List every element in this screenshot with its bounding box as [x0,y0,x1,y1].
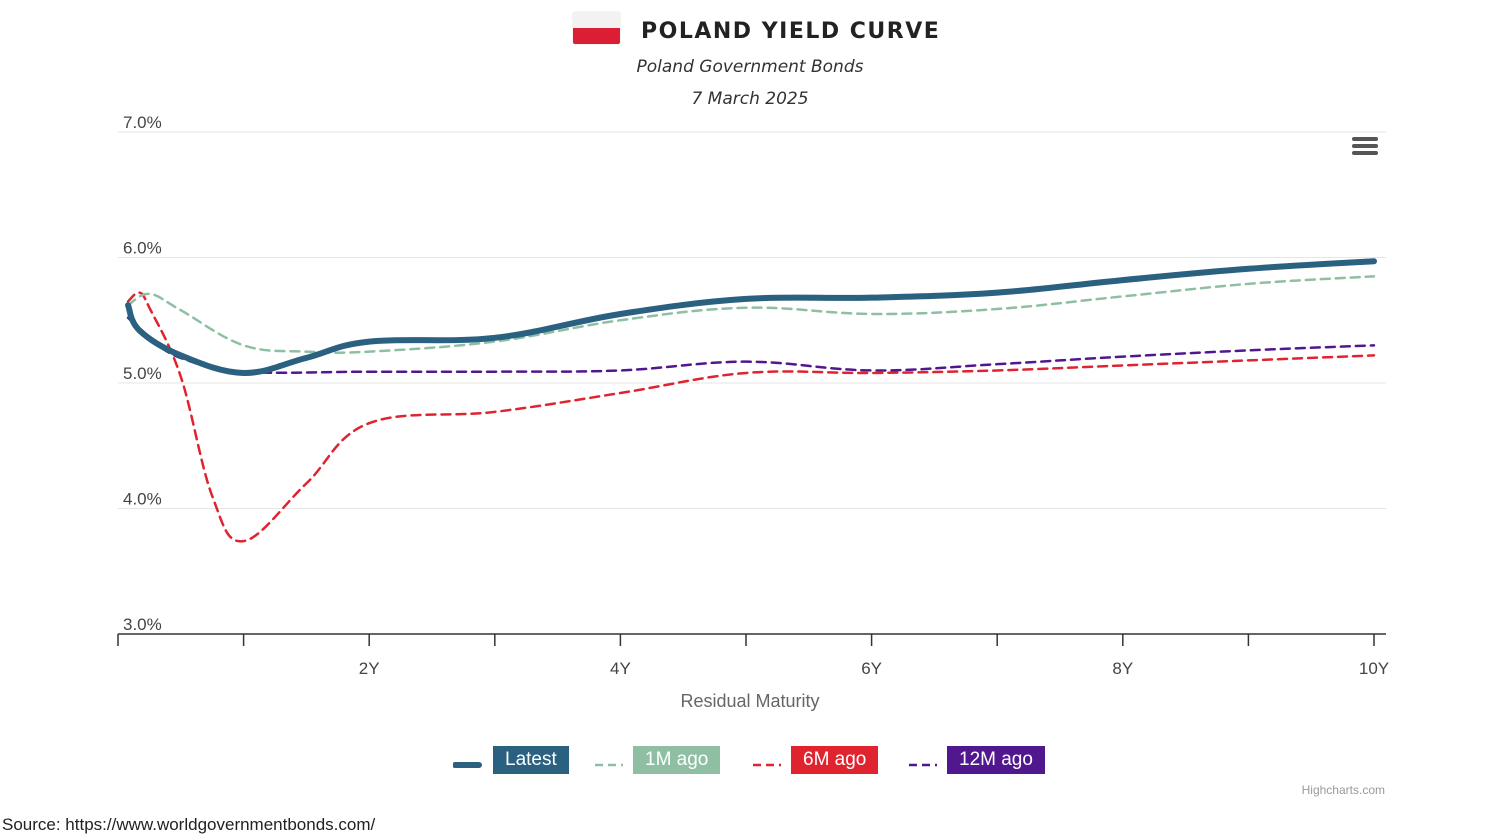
legend-symbol-1m [593,755,627,767]
y-tick-label: 7.0% [123,113,162,132]
chart-title: POLAND YIELD CURVE [641,19,941,44]
x-tick-label: 4Y [610,659,631,678]
chart-subtitle: Poland Government Bonds [636,57,864,77]
x-tick-label: 6Y [861,659,882,678]
legend-label-6m: 6M ago [791,746,879,774]
legend-item-12m[interactable]: 12M ago [907,746,1045,774]
legend-symbol-12m [907,755,941,767]
source-note: Source: https://www.worldgovernmentbonds… [2,815,376,834]
poland-flag-icon [573,12,620,44]
series-line-6m-ago[interactable] [126,291,1376,543]
legend-label-latest: Latest [493,746,569,774]
legend-symbol-latest [452,755,487,768]
highcharts-credits-link[interactable]: Highcharts.com [1301,783,1385,797]
y-tick-label: 6.0% [123,239,162,258]
x-axis-title: Residual Maturity [680,691,819,711]
legend-item-latest[interactable]: Latest [452,746,569,774]
flag-red-band [573,28,620,44]
legend-label-1m: 1M ago [633,746,721,774]
series-line-12m-ago[interactable] [126,316,1376,375]
legend-item-6m[interactable]: 6M ago [751,746,879,774]
legend-symbol-6m [751,755,785,767]
x-tick-label: 2Y [359,659,380,678]
legend-item-1m[interactable]: 1M ago [593,746,721,774]
series-line-1m-ago[interactable] [126,275,1376,354]
legend-label-12m: 12M ago [947,746,1045,774]
hamburger-menu-icon[interactable] [1350,134,1380,160]
x-tick-label: 8Y [1112,659,1133,678]
chart-date: 7 March 2025 [691,89,809,109]
y-tick-label: 4.0% [123,490,162,509]
x-tick-label: 10Y [1359,659,1389,678]
series-line-latest[interactable] [125,258,1377,376]
y-tick-label: 3.0% [123,615,162,634]
y-tick-label: 5.0% [123,364,162,383]
